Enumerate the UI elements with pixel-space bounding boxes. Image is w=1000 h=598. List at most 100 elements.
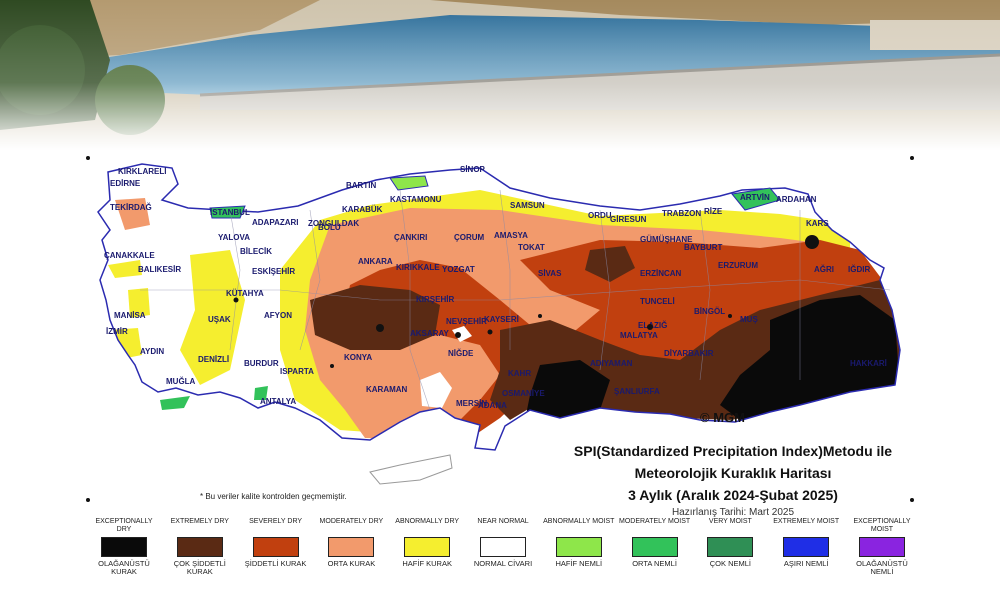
legend-label-tr: ÇOK NEMLİ <box>709 559 751 568</box>
drought-map: KIRKLARELİ EDİRNE TEKİRDAĞ İSTANBUL ÇANA… <box>97 163 901 485</box>
city-label: YOZGAT <box>442 265 475 274</box>
city-label: AĞRI <box>814 265 834 274</box>
moist-zone <box>209 205 246 219</box>
legend-label-en: EXTREMELY DRY <box>170 518 229 525</box>
city-label: KÜTAHYA <box>226 289 264 298</box>
corner-dot <box>910 498 914 502</box>
legend-label-en: MODERATELY DRY <box>319 518 384 525</box>
city-label: BURDUR <box>244 359 279 368</box>
city-label: ADANA <box>478 401 507 410</box>
city-label: RİZE <box>704 207 723 216</box>
city-label: MUĞLA <box>166 377 196 386</box>
legend-swatch <box>555 537 602 557</box>
legend-swatch <box>707 537 754 557</box>
city-label: DİYARBAKIR <box>664 349 714 358</box>
legend-item-abnormally-dry: ABNORMALLY DRY HAFİF KURAK <box>391 518 463 576</box>
city-label: MERSİN <box>456 399 487 408</box>
city-label: UŞAK <box>208 315 231 324</box>
city-label: ANTALYA <box>260 397 296 406</box>
city-label: ÇORUM <box>454 233 485 242</box>
legend-label-en: EXCEPTIONALLY DRY <box>95 518 153 533</box>
legend-item-moderately-moist: MODERATELY MOIST ORTA NEMLİ <box>619 518 691 576</box>
city-label: ÇANKIRI <box>394 233 427 242</box>
province-borders <box>140 189 891 411</box>
legend-item-very-moist: VERY MOIST ÇOK NEMLİ <box>694 518 766 576</box>
legend-item-severely-dry: SEVERELY DRY ŞİDDETLİ KURAK <box>240 518 312 576</box>
city-label: YALOVA <box>218 233 250 242</box>
header-photo <box>0 0 1000 150</box>
city-label: BİLECİK <box>240 247 272 256</box>
city-label: KARS <box>806 219 829 228</box>
city-label: SİNOP <box>460 165 486 174</box>
city-label: İZMİR <box>106 327 128 336</box>
city-label: NEVŞEHİR <box>446 317 487 326</box>
moist-zone <box>160 396 190 410</box>
legend-item-near-normal: NEAR NORMAL NORMAL CİVARI <box>467 518 539 576</box>
legend-label-tr: ŞİDDETLİ KURAK <box>244 559 307 568</box>
map-title-line-2: Meteorolojik Kuraklık Haritası <box>634 465 832 481</box>
legend-item-exceptionally-moist: EXCEPTIONALLY MOIST OLAĞANÜSTÜ NEMLİ <box>846 518 918 576</box>
legend-item-exceptionally-dry: EXCEPTIONALLY DRY OLAĞANÜSTÜ KURAK <box>88 518 160 576</box>
legend-label-en: EXTREMELY MOIST <box>773 518 840 525</box>
city-label: NİĞDE <box>448 349 474 358</box>
city-label: TEKİRDAĞ <box>110 203 152 212</box>
city-label: ARDAHAN <box>776 195 817 204</box>
city-label: SAMSUN <box>510 201 545 210</box>
legend-swatch <box>631 537 678 557</box>
legend-item-abnormally-moist: ABNORMALLY MOIST HAFİF NEMLİ <box>543 518 615 576</box>
city-label: BOLU <box>318 223 341 232</box>
city-label: İSTANBUL <box>210 208 250 217</box>
city-label: ERZİNCAN <box>640 269 682 278</box>
city-label: ADIYAMAN <box>590 359 633 368</box>
corner-dot <box>86 156 90 160</box>
legend-label-tr: AŞIRI NEMLİ <box>783 559 829 568</box>
city-label: KAHR <box>508 369 531 378</box>
moist-zone <box>254 386 268 400</box>
city-label: ARTVİN <box>740 193 770 202</box>
city-label: ISPARTA <box>280 367 314 376</box>
city-label: DENİZLİ <box>198 355 229 364</box>
legend-swatch <box>858 537 905 557</box>
city-label: TOKAT <box>518 243 545 252</box>
city-label: OSMANİYE <box>502 389 545 398</box>
city-label: ORDU <box>588 211 612 220</box>
legend-label-en: ABNORMALLY MOIST <box>543 518 615 525</box>
city-label: ANKARA <box>358 257 393 266</box>
city-label: MUŞ <box>740 315 758 324</box>
legend-label-tr: NORMAL CİVARI <box>473 559 533 568</box>
legend-label-tr: HAFİF NEMLİ <box>555 559 603 568</box>
copyright-mgm: © MGM <box>700 410 745 425</box>
legend-swatch <box>328 537 375 557</box>
city-label: HAKKARİ <box>850 359 887 368</box>
city-label: ADAPAZARI <box>252 218 299 227</box>
legend-label-en: EXCEPTIONALLY MOIST <box>853 518 911 533</box>
legend-label-tr: HAFİF KURAK <box>402 559 452 568</box>
cyprus-outline <box>369 454 453 485</box>
legend-swatch <box>783 537 830 557</box>
city-label: AKSARAY <box>410 329 449 338</box>
city-markers <box>233 235 819 368</box>
legend-item-moderately-dry: MODERATELY DRY ORTA KURAK <box>315 518 387 576</box>
dam-landscape-image <box>0 0 1000 150</box>
legend-swatch <box>252 537 299 557</box>
city-label: MALATYA <box>620 331 658 340</box>
city-label: KARAMAN <box>366 385 408 394</box>
city-label: IĞDIR <box>848 265 870 274</box>
prepared-date: Hazırlanış Tarihi: Mart 2025 <box>671 507 795 518</box>
legend-label-tr: OLAĞANÜSTÜ NEMLİ <box>856 559 908 576</box>
city-label: KASTAMONU <box>390 195 442 204</box>
city-label: GÜMÜŞHANE <box>640 235 693 244</box>
legend-label-tr: ORTA KURAK <box>327 559 376 568</box>
city-label: KIRIKKALE <box>396 263 440 272</box>
corner-dot <box>86 498 90 502</box>
legend-label-en: NEAR NORMAL <box>477 518 529 525</box>
legend-swatch <box>479 537 526 557</box>
city-label: GİRESUN <box>610 215 647 224</box>
city-label: BARTIN <box>346 181 376 190</box>
legend-item-extremely-dry: EXTREMELY DRY ÇOK ŞİDDETLİ KURAK <box>164 518 236 576</box>
city-label: ÇANAKKALE <box>104 251 155 260</box>
city-label: KARABÜK <box>342 205 383 214</box>
city-label: MANİSA <box>114 311 146 320</box>
legend-label-en: SEVERELY DRY <box>249 518 303 525</box>
corner-dot <box>910 156 914 160</box>
